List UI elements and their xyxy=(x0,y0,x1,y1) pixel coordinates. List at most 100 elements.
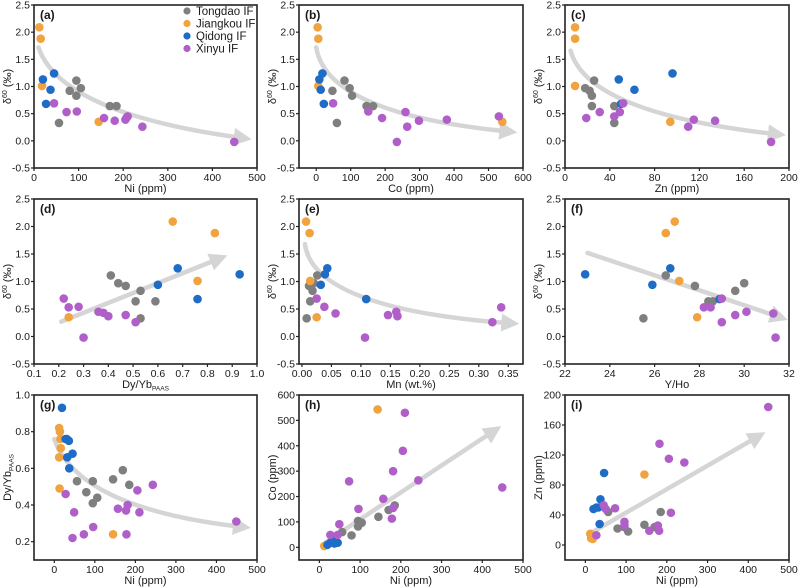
y-tick-label: 2.0 xyxy=(15,221,30,233)
y-tick-label: 2.0 xyxy=(280,27,295,39)
y-tick-label: 2.0 xyxy=(546,221,561,233)
x-tick-label: 300 xyxy=(167,564,185,576)
y-tick-label: 500 xyxy=(277,415,295,427)
data-point xyxy=(763,402,773,412)
y-tick-label: 2.0 xyxy=(546,27,561,39)
data-point xyxy=(692,312,702,322)
y-tick-label: 0.5 xyxy=(280,108,295,120)
y-tick-label: 1.5 xyxy=(15,54,30,66)
data-point xyxy=(654,526,664,536)
series-xinyu-if xyxy=(49,99,239,147)
x-tick-label: 0.3 xyxy=(76,368,91,380)
data-point xyxy=(210,228,220,238)
x-tick-label: 0 xyxy=(31,172,37,184)
series-xinyu-if xyxy=(61,480,241,543)
legend-marker xyxy=(183,19,191,28)
data-point xyxy=(112,101,121,111)
x-tick-label: 200 xyxy=(114,172,132,184)
x-tick-label: 200 xyxy=(392,564,410,576)
data-point xyxy=(665,117,675,127)
y-tick-label: 1.5 xyxy=(15,249,30,261)
panel-f: 22 24 26 28 30 32 -0.5 0.0 0.5 1.0 1.5 2.0 2.5 Y/Ho δ6… xyxy=(533,194,795,392)
x-tick-label: 22 xyxy=(559,368,571,380)
series-qidong-if xyxy=(323,536,342,550)
y-tick-label: 300 xyxy=(277,466,295,478)
x-tick-label: 400 xyxy=(204,172,222,184)
data-point xyxy=(64,464,74,473)
data-point xyxy=(313,22,322,32)
data-point xyxy=(345,83,354,93)
panel-label: (i) xyxy=(571,398,582,412)
data-point xyxy=(57,403,67,413)
x-tick-label: 300 xyxy=(411,172,429,184)
data-point xyxy=(683,122,693,132)
y-tick-label: 1.0 xyxy=(15,81,30,93)
y-tick-label: 1.0 xyxy=(546,276,561,288)
y-tick-label: 80 xyxy=(549,480,561,492)
y-tick-label: 0.5 xyxy=(546,108,561,120)
legend-label: Jiangkou IF xyxy=(196,19,255,31)
panel-b: 0 100 200 300 400 500 600 -0.5 0.0 0.5 1.0 1.5 2.0 2.… xyxy=(267,0,532,195)
y-axis-title: Zn (ppm) xyxy=(533,455,545,500)
x-axis-title: Ni (ppm) xyxy=(124,183,166,195)
data-point xyxy=(609,118,619,128)
data-point xyxy=(65,86,74,96)
data-point xyxy=(121,281,130,291)
data-point xyxy=(36,34,45,43)
data-point xyxy=(64,303,73,312)
data-point xyxy=(133,486,142,495)
data-point xyxy=(592,530,601,540)
y-tick-label: 0.6 xyxy=(15,463,30,475)
data-point xyxy=(360,333,370,342)
data-point xyxy=(326,530,335,540)
data-point xyxy=(599,468,609,478)
data-point xyxy=(379,494,388,504)
data-point xyxy=(589,76,599,85)
x-tick-label: 0.15 xyxy=(380,368,401,380)
data-point xyxy=(609,101,619,111)
data-point xyxy=(37,81,47,91)
data-point xyxy=(55,484,64,493)
data-point xyxy=(308,286,317,296)
data-point xyxy=(680,458,689,467)
data-point xyxy=(131,297,140,306)
y-tick-label: 0.0 xyxy=(15,135,30,147)
data-point xyxy=(153,280,163,290)
data-point xyxy=(99,113,109,123)
series-xinyu-if xyxy=(328,99,504,147)
y-axis-title: δ60 (‰) xyxy=(267,69,279,104)
data-point xyxy=(374,512,383,522)
data-point xyxy=(312,271,322,280)
y-tick-label: 0 xyxy=(289,542,295,554)
data-point xyxy=(587,101,597,111)
data-point xyxy=(136,286,145,296)
y-tick-label: -0.5 xyxy=(12,163,30,175)
x-tick-label: 40 xyxy=(604,172,616,184)
series-qidong-if xyxy=(38,69,59,109)
x-tick-label: 0.6 xyxy=(151,368,166,380)
x-tick-label: 24 xyxy=(604,368,616,380)
x-tick-label: 0.35 xyxy=(498,368,519,380)
data-point xyxy=(670,217,680,226)
data-point xyxy=(305,297,315,306)
data-point xyxy=(76,83,86,93)
data-point xyxy=(361,294,371,304)
data-point xyxy=(118,465,128,475)
panel-e: 0.00 0.05 0.10 0.15 0.20 0.25 0.30 0.35 -0.5 0.0 0… xyxy=(267,194,524,391)
y-axis-title: δ60 (‰) xyxy=(2,69,14,104)
data-point xyxy=(151,297,160,306)
data-point xyxy=(414,116,424,126)
y-tick-label: -0.5 xyxy=(12,359,30,371)
data-point xyxy=(690,281,700,291)
data-point xyxy=(401,107,410,117)
panel-label: (b) xyxy=(305,8,320,22)
data-point xyxy=(193,276,202,286)
x-tick-label: 400 xyxy=(445,172,463,184)
data-point xyxy=(333,538,342,548)
data-point xyxy=(570,34,580,43)
y-tick-label: 120 xyxy=(543,450,561,462)
y-axis-title: δ60 (‰) xyxy=(533,264,545,299)
data-point xyxy=(74,302,83,312)
data-point xyxy=(312,312,321,322)
